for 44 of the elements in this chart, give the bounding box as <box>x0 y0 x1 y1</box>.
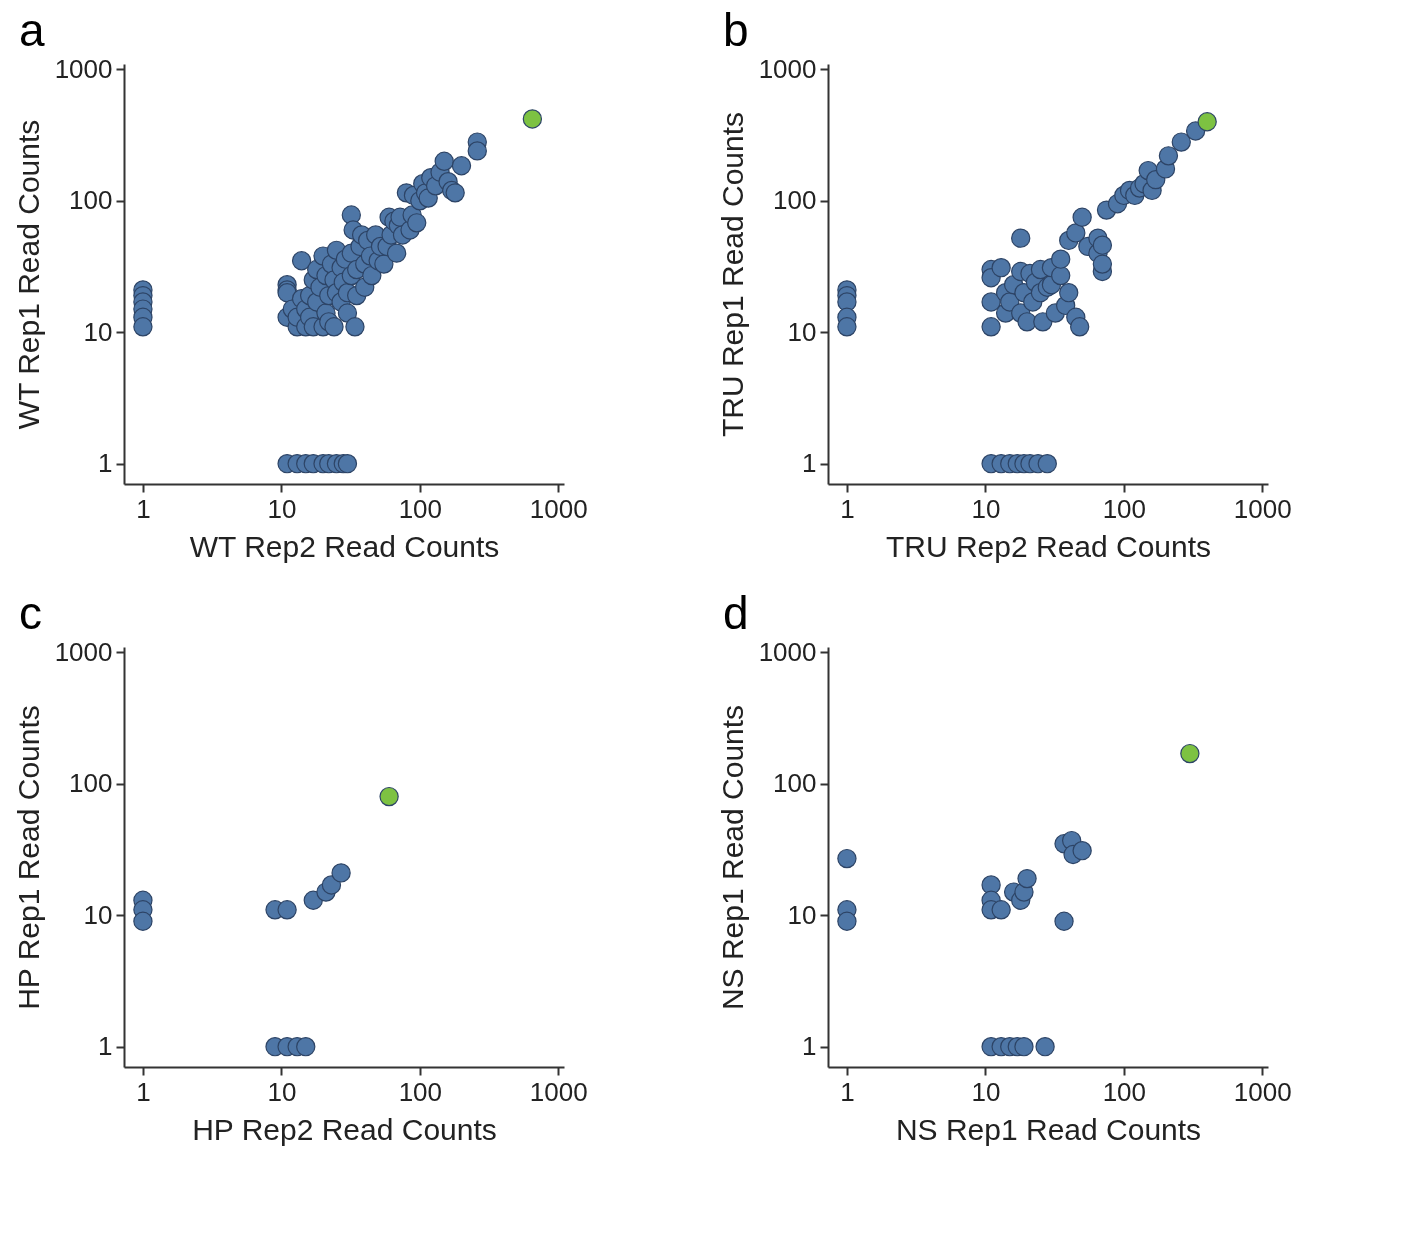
y-tick-label: 1 <box>802 1031 817 1062</box>
chart-title: c <box>19 587 42 640</box>
y-tick-label: 100 <box>69 768 113 799</box>
x-tick-label: 100 <box>398 493 443 524</box>
y-tick-label: 1000 <box>54 53 113 84</box>
x-tick-label: 1 <box>840 1076 855 1107</box>
x-tick-label: 1000 <box>1233 1076 1292 1107</box>
y-tick-label: 10 <box>787 899 817 930</box>
x-tick-label: 1000 <box>529 493 588 524</box>
y-axis-title: HP Rep1 Read Counts <box>11 705 45 1010</box>
x-tick-label: 10 <box>971 1076 1001 1107</box>
y-tick-label: 1 <box>98 448 113 479</box>
x-tick-label: 100 <box>398 1076 443 1107</box>
x-axis-title: NS Rep1 Read Counts <box>895 1112 1202 1146</box>
x-tick-label: 1 <box>136 1076 151 1107</box>
x-tick-label: 10 <box>267 1076 297 1107</box>
x-tick-label: 1 <box>136 493 151 524</box>
chart-title: d <box>723 587 749 640</box>
y-tick-label: 10 <box>83 899 113 930</box>
chart-title: b <box>723 4 749 57</box>
y-tick-label: 1000 <box>758 53 817 84</box>
y-tick-label: 1 <box>802 448 817 479</box>
x-tick-label: 100 <box>1102 1076 1147 1107</box>
y-tick-label: 1000 <box>54 636 113 667</box>
y-tick-label: 10 <box>83 316 113 347</box>
x-tick-label: 1000 <box>529 1076 588 1107</box>
y-tick-label: 1000 <box>758 636 817 667</box>
x-tick-label: 1000 <box>1233 493 1292 524</box>
x-tick-label: 10 <box>267 493 297 524</box>
y-axis-title: NS Rep1 Read Counts <box>715 704 749 1011</box>
y-tick-label: 1 <box>98 1031 113 1062</box>
x-tick-label: 100 <box>1102 493 1147 524</box>
x-tick-label: 1 <box>840 493 855 524</box>
x-tick-label: 10 <box>971 493 1001 524</box>
y-axis-title: TRU Rep1 Read Counts <box>715 111 749 438</box>
x-axis-title: HP Rep2 Read Counts <box>192 1112 497 1146</box>
y-tick-label: 10 <box>787 316 817 347</box>
chart-title: a <box>19 4 45 57</box>
y-axis-title: WT Rep1 Read Counts <box>11 119 45 430</box>
y-tick-label: 100 <box>69 185 113 216</box>
x-axis-title: TRU Rep2 Read Counts <box>885 529 1212 563</box>
y-tick-label: 100 <box>773 768 817 799</box>
x-axis-title: WT Rep2 Read Counts <box>189 529 500 563</box>
y-tick-label: 100 <box>773 185 817 216</box>
